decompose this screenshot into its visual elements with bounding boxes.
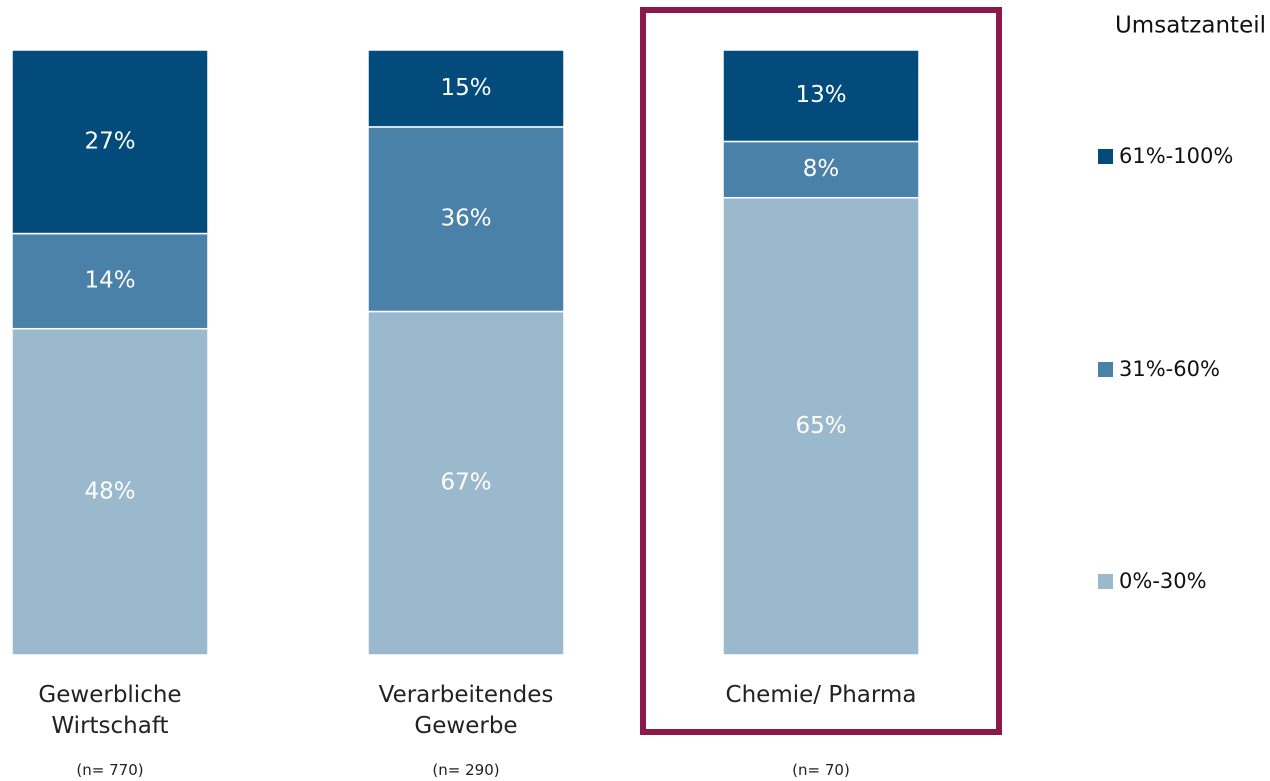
value-label: 36% [440,206,491,232]
sample-size: (n= 290) [432,761,500,779]
bar-segment [722,49,920,143]
bar-segment [367,126,565,313]
value-label: 65% [795,413,846,439]
value-label: 48% [84,478,135,504]
bar-segment [367,310,565,656]
legend-swatch [1098,362,1113,377]
value-label: 27% [84,128,135,154]
highlight-box [640,7,1002,735]
value-label: 14% [84,268,135,294]
sample-size: (n= 770) [76,761,144,779]
value-label: 15% [440,75,491,101]
category-label: Chemie/ Pharma [725,682,917,708]
sample-size: (n= 70) [792,761,850,779]
bar-segment [722,140,920,199]
legend-title: Umsatzanteil [1115,13,1266,39]
bar-segment [11,232,209,330]
category-label: Verarbeitendes Gewerbe [378,682,554,739]
legend-label: 31%-60% [1119,357,1220,381]
legend-swatch [1098,574,1113,589]
legend-swatch [1098,149,1113,164]
legend-label: 61%-100% [1119,144,1233,168]
value-label: 8% [803,156,840,182]
bar-segment [367,49,565,128]
value-label: 13% [795,82,846,108]
value-label: 67% [440,470,491,496]
legend-label: 0%-30% [1119,569,1207,593]
bar-segment [11,49,209,235]
bar-segment [722,196,920,656]
category-label: Gewerbliche Wirtschaft [38,682,182,739]
